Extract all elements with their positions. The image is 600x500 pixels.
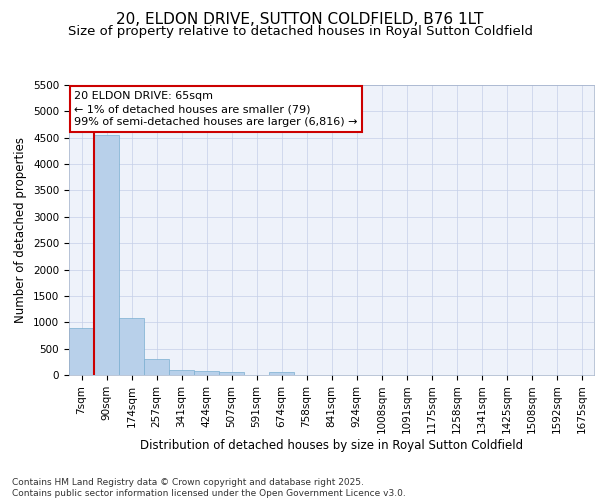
Bar [219,372,244,375]
X-axis label: Distribution of detached houses by size in Royal Sutton Coldfield: Distribution of detached houses by size … [140,439,523,452]
Bar [94,134,119,375]
Text: Contains HM Land Registry data © Crown copyright and database right 2025.
Contai: Contains HM Land Registry data © Crown c… [12,478,406,498]
Bar [69,328,94,375]
Bar [194,372,219,375]
Text: 20 ELDON DRIVE: 65sqm
← 1% of detached houses are smaller (79)
99% of semi-detac: 20 ELDON DRIVE: 65sqm ← 1% of detached h… [74,91,358,127]
Bar [269,372,294,375]
Text: Size of property relative to detached houses in Royal Sutton Coldfield: Size of property relative to detached ho… [67,25,533,38]
Text: 20, ELDON DRIVE, SUTTON COLDFIELD, B76 1LT: 20, ELDON DRIVE, SUTTON COLDFIELD, B76 1… [116,12,484,28]
Y-axis label: Number of detached properties: Number of detached properties [14,137,28,323]
Bar [144,359,169,375]
Bar [169,370,194,375]
Bar [119,318,144,375]
